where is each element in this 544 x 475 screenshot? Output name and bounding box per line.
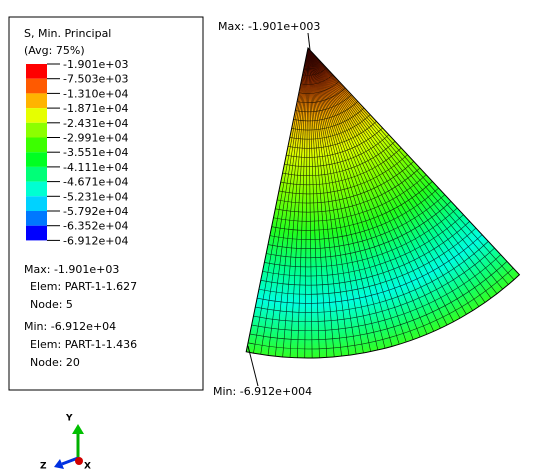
legend-label: -4.111e+04: [63, 161, 128, 174]
color-band: [26, 93, 47, 108]
min-annotation: Min: -6.912e+004: [213, 385, 312, 398]
color-band: [26, 64, 47, 79]
legend-title: S, Min. Principal: [24, 27, 111, 40]
triad-z: Z: [40, 462, 47, 472]
mesh: [248, 48, 514, 358]
legend-subtitle: (Avg: 75%): [24, 44, 85, 57]
max-node: Node: 5: [30, 298, 73, 311]
color-band: [26, 182, 47, 197]
color-band: [26, 226, 47, 241]
legend-label: -1.871e+04: [63, 102, 128, 115]
legend-label: -2.991e+04: [63, 132, 128, 145]
max-annotation: Max: -1.901e+003: [218, 20, 320, 33]
color-band: [26, 108, 47, 123]
max-leader: [308, 33, 310, 50]
color-band: [26, 138, 47, 153]
legend-label: -1.901e+03: [63, 58, 128, 71]
model: [246, 48, 519, 358]
legend-label: -5.792e+04: [63, 205, 128, 218]
min-value: Min: -6.912e+04: [24, 320, 116, 333]
max-value: Max: -1.901e+03: [24, 263, 119, 276]
triad: Y Z X: [40, 414, 91, 472]
color-band: [26, 167, 47, 182]
color-band: [26, 196, 47, 211]
triad-x: X: [84, 462, 91, 472]
legend-label: -5.231e+04: [63, 190, 128, 203]
color-bar: [26, 64, 47, 240]
color-band: [26, 123, 47, 138]
max-elem: Elem: PART-1-1.627: [30, 280, 137, 293]
color-band: [26, 152, 47, 167]
color-band: [26, 211, 47, 226]
legend-label: -3.551e+04: [63, 146, 128, 159]
triad-y: Y: [65, 414, 73, 424]
legend-label: -1.310e+04: [63, 87, 128, 100]
legend-label: -2.431e+04: [63, 117, 128, 130]
min-elem: Elem: PART-1-1.436: [30, 338, 137, 351]
min-node: Node: 20: [30, 356, 80, 369]
legend-label: -6.352e+04: [63, 220, 128, 233]
legend-label: -7.503e+03: [63, 73, 128, 86]
legend-label: -6.912e+04: [63, 234, 128, 247]
legend-label: -4.671e+04: [63, 176, 128, 189]
color-band: [26, 79, 47, 94]
viewport: S, Min. Principal (Avg: 75%) -1.901e+03 -…: [0, 0, 544, 471]
